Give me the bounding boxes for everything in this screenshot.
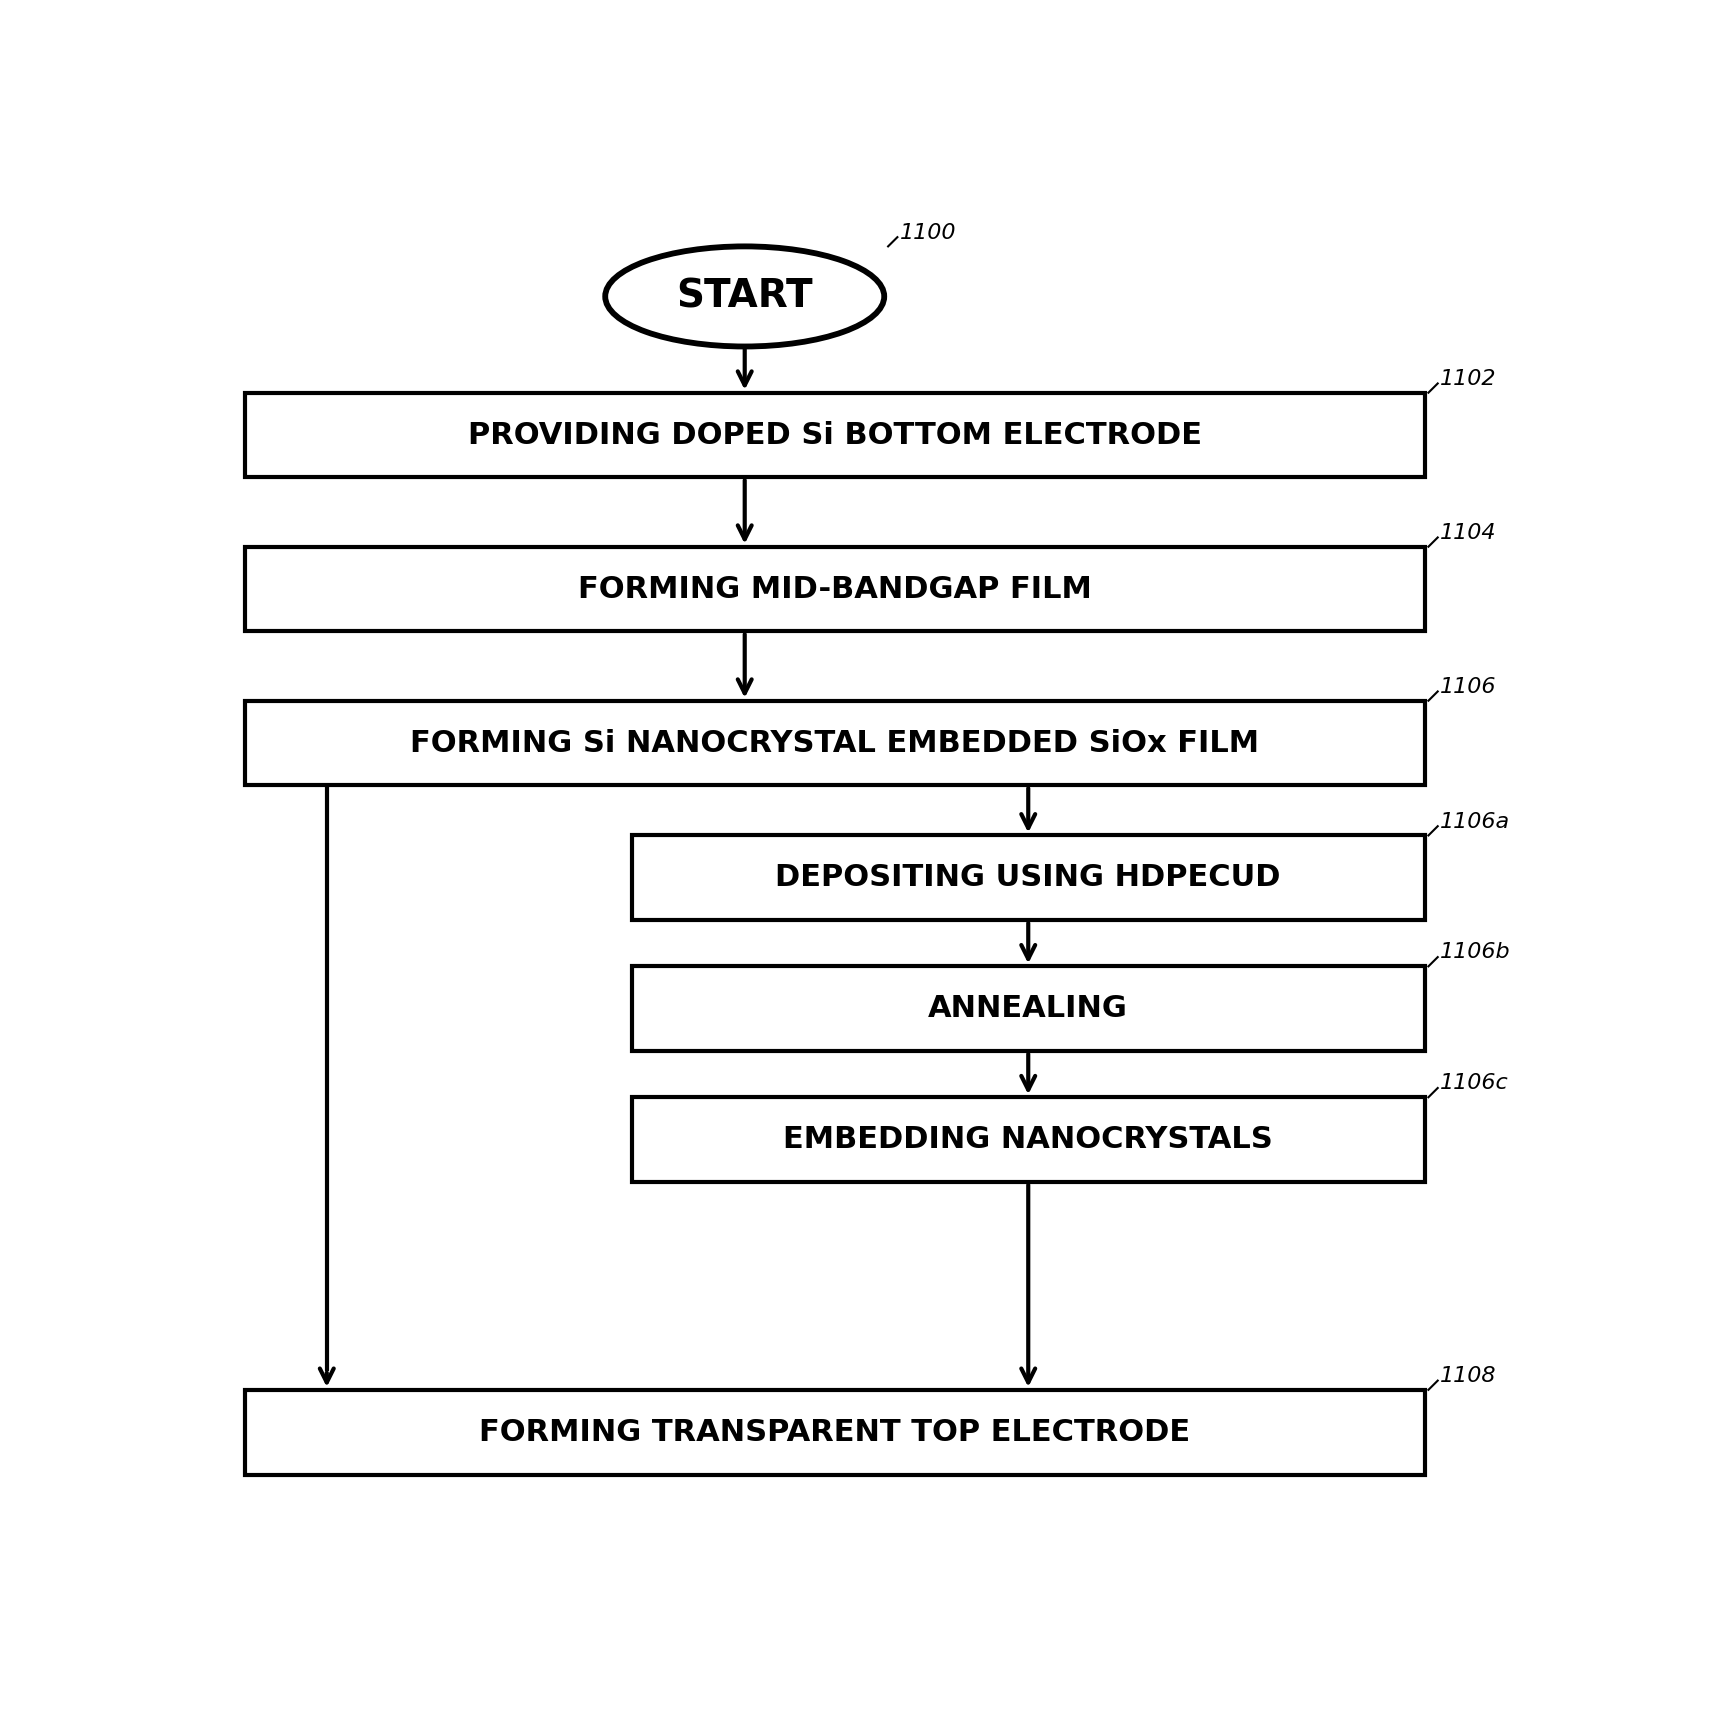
FancyBboxPatch shape — [245, 701, 1424, 785]
FancyBboxPatch shape — [632, 1098, 1424, 1182]
Text: 1108: 1108 — [1440, 1365, 1496, 1386]
Text: 1106b: 1106b — [1440, 942, 1510, 963]
Text: 1100: 1100 — [901, 223, 957, 243]
Text: START: START — [676, 278, 813, 316]
FancyBboxPatch shape — [245, 547, 1424, 632]
Text: PROVIDING DOPED Si BOTTOM ELECTRODE: PROVIDING DOPED Si BOTTOM ELECTRODE — [467, 421, 1202, 449]
Text: 1102: 1102 — [1440, 369, 1496, 388]
Ellipse shape — [606, 247, 883, 347]
Text: FORMING MID-BANDGAP FILM: FORMING MID-BANDGAP FILM — [579, 575, 1092, 604]
FancyBboxPatch shape — [632, 967, 1424, 1051]
Text: 1106a: 1106a — [1440, 811, 1510, 832]
Text: ANNEALING: ANNEALING — [928, 994, 1128, 1024]
Text: DEPOSITING USING HDPECUD: DEPOSITING USING HDPECUD — [776, 863, 1281, 892]
FancyBboxPatch shape — [245, 1389, 1424, 1474]
Text: 1106c: 1106c — [1440, 1074, 1508, 1093]
Text: 1106: 1106 — [1440, 677, 1496, 697]
Text: FORMING Si NANOCRYSTAL EMBEDDED SiOx FILM: FORMING Si NANOCRYSTAL EMBEDDED SiOx FIL… — [411, 728, 1260, 758]
Text: FORMING TRANSPARENT TOP ELECTRODE: FORMING TRANSPARENT TOP ELECTRODE — [479, 1417, 1190, 1446]
Text: 1104: 1104 — [1440, 523, 1496, 544]
FancyBboxPatch shape — [632, 835, 1424, 920]
Text: EMBEDDING NANOCRYSTALS: EMBEDDING NANOCRYSTALS — [784, 1125, 1274, 1155]
FancyBboxPatch shape — [245, 394, 1424, 478]
